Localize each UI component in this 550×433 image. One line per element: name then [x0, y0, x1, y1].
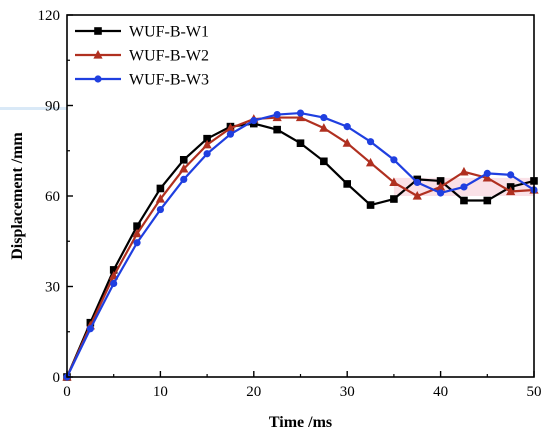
data-point — [203, 150, 211, 158]
y-tick-label: 90 — [45, 99, 60, 115]
x-tick-label: 0 — [63, 384, 71, 400]
y-tick-label: 120 — [38, 8, 61, 24]
data-point — [203, 134, 211, 143]
data-point — [155, 194, 165, 203]
y-tick-label: 30 — [45, 280, 60, 296]
data-point — [132, 228, 142, 238]
x-tick-label: 40 — [433, 384, 448, 400]
series-wuf-b-w1 — [63, 119, 538, 381]
y-highlight-strip — [0, 107, 67, 111]
data-point — [319, 123, 329, 132]
data-point — [413, 178, 421, 187]
legend-marker — [93, 50, 103, 59]
data-point — [483, 196, 492, 205]
data-point — [459, 166, 469, 176]
data-point — [507, 171, 515, 179]
data-point — [436, 181, 446, 191]
data-point — [156, 184, 165, 193]
data-point — [483, 169, 491, 177]
data-point — [460, 196, 468, 205]
data-point — [320, 113, 328, 122]
legend-label: WUF-B-W2 — [129, 48, 209, 65]
series-wuf-b-w3 — [63, 109, 538, 381]
data-point — [343, 123, 351, 131]
series-wuf-b-w2 — [62, 112, 539, 381]
data-point — [366, 201, 375, 209]
data-point — [250, 116, 258, 125]
series-line — [65, 116, 535, 378]
data-point — [482, 172, 492, 182]
data-point — [320, 157, 328, 166]
legend-label: WUF-B-W3 — [129, 72, 209, 89]
data-point — [226, 130, 235, 138]
data-point — [412, 191, 422, 200]
data-point — [296, 139, 305, 148]
data-point — [273, 125, 281, 134]
legend-label: WUF-B-W1 — [129, 24, 209, 41]
data-point — [179, 163, 189, 173]
legend-marker — [94, 27, 102, 35]
data-point — [109, 266, 118, 274]
data-point — [366, 138, 375, 146]
data-point — [343, 180, 351, 188]
data-point — [273, 110, 281, 119]
y-tick-label: 0 — [53, 370, 61, 386]
x-tick-label: 50 — [527, 384, 542, 400]
legend: WUF-B-W1 WUF-B-W2 WUF-B-W3 — [75, 24, 209, 89]
data-point — [437, 189, 445, 197]
data-point — [180, 175, 188, 184]
data-point — [133, 222, 141, 230]
data-point — [225, 123, 236, 132]
ticks-layer: 0 10 20 30 40 50 0 30 60 90 120 — [38, 8, 542, 400]
data-point — [202, 139, 212, 149]
series-layer — [62, 109, 539, 381]
x-tick-label: 20 — [246, 384, 261, 400]
legend-marker — [94, 75, 102, 83]
x-axis-label: Time /ms — [269, 414, 332, 431]
data-point — [460, 183, 468, 191]
data-point — [436, 177, 445, 185]
legend-item: WUF-B-W2 — [75, 48, 209, 65]
legend-item: WUF-B-W1 — [75, 24, 209, 41]
series-line — [65, 122, 535, 378]
data-point — [342, 138, 352, 147]
data-point — [389, 177, 399, 187]
data-point — [133, 239, 141, 247]
data-point — [86, 325, 94, 333]
data-point — [295, 112, 306, 122]
data-point — [110, 279, 118, 288]
data-point — [365, 157, 376, 167]
data-point — [179, 156, 188, 164]
y-axis-label: Displacement /mm — [9, 132, 26, 260]
legend-item: WUF-B-W3 — [75, 72, 209, 89]
data-point — [390, 195, 398, 203]
data-point — [506, 186, 516, 196]
y-tick-label: 60 — [45, 189, 60, 205]
data-point — [296, 109, 305, 117]
data-point — [390, 156, 398, 164]
data-point — [156, 205, 164, 214]
overlap-highlight-band — [0, 107, 534, 196]
x-tick-label: 30 — [340, 384, 355, 400]
x-tick-label: 10 — [153, 384, 168, 400]
